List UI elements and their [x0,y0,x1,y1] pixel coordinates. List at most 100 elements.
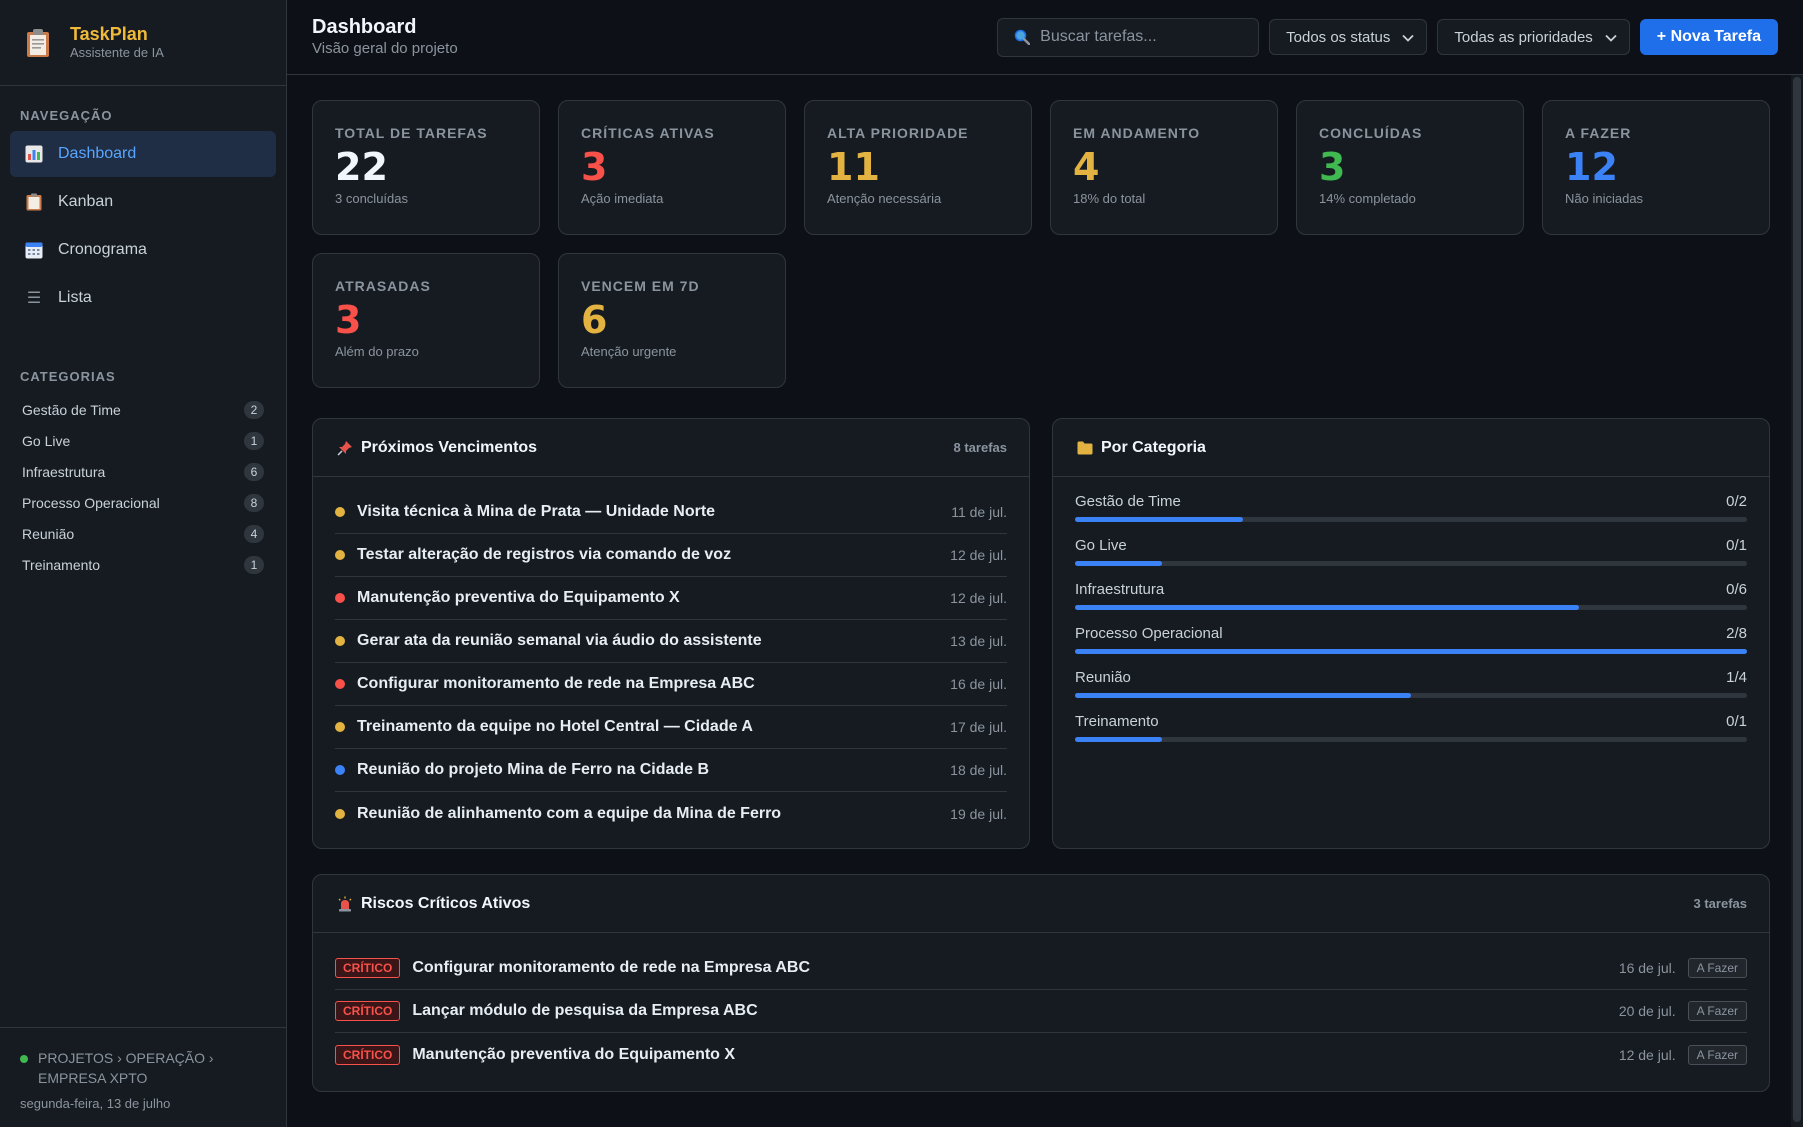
sidebar-footer: PROJETOS › OPERAÇÃO › EMPRESA XPTO segun… [0,1027,286,1127]
progress-track [1075,737,1747,742]
task-title: Configurar monitoramento de rede na Empr… [357,675,755,692]
category-label: Reunião [22,525,75,542]
category-item[interactable]: Reunião 4 [22,518,264,549]
progress-fill [1075,737,1163,742]
top-controls: Todos os status Todas as prioridades + N… [997,17,1778,57]
search-box [997,17,1260,57]
progress-track [1075,605,1747,610]
priority-dot-icon [335,593,345,603]
task-title: Manutenção preventiva do Equipamento X [357,589,680,606]
stat-card-due-7d: VENCEM EM 7D 6 Atenção urgente [558,253,786,388]
list-item[interactable]: Treinamento da equipe no Hotel Central —… [335,706,1007,749]
list-item[interactable]: Manutenção preventiva do Equipamento X 12… [335,577,1007,620]
status-filter-select[interactable]: Todos os status [1269,19,1428,55]
category-progress-count: 0/6 [1726,581,1747,598]
upcoming-list: Visita técnica à Mina de Prata — Unidade… [313,477,1029,835]
category-label: Go Live [22,432,71,449]
priority-filter-select[interactable]: Todas as prioridades [1437,19,1630,55]
priority-dot-icon [335,507,345,517]
scrollbar[interactable] [1791,75,1803,1127]
category-progress-row: Gestão de Time 0/2 [1075,493,1747,537]
category-progress-count: 0/2 [1726,493,1747,510]
category-count-badge: 1 [244,431,264,450]
search-input[interactable] [1040,28,1243,46]
priority-dot-icon [335,808,345,819]
critical-badge: CRÍTICO [335,1044,401,1065]
stat-card-done: CONCLUÍDAS 3 14% completado [1296,100,1524,235]
task-date: 20 de jul. [1618,1003,1676,1019]
critical-risks-panel: Riscos Críticos Ativos 3 tarefas CRÍTICO… [312,874,1770,1092]
stat-value: 3 [1319,145,1346,189]
category-progress-row: Processo Operacional 2/8 [1075,625,1747,669]
calendar-icon [24,240,44,260]
progress-track [1075,693,1747,698]
list-item[interactable]: CRÍTICO Lançar módulo de pesquisa da Empr… [335,990,1747,1033]
progress-fill [1075,605,1579,610]
progress-fill [1075,693,1411,698]
category-item[interactable]: Processo Operacional 8 [22,487,264,518]
panel-header: Por Categoria [1053,419,1769,477]
list-item[interactable]: Visita técnica à Mina de Prata — Unidade… [335,491,1007,534]
category-item[interactable]: Infraestrutura 6 [22,456,264,487]
list-item[interactable]: Gerar ata da reunião semanal via áudio d… [335,620,1007,663]
category-label: Infraestrutura [22,463,106,480]
category-label: Gestão de Time [22,401,121,418]
sidebar-item-label: Lista [58,289,92,306]
brand-title: TaskPlan [70,23,148,44]
category-item[interactable]: Gestão de Time 2 [22,394,264,425]
page-subtitle: Visão geral do projeto [312,40,458,57]
panel-title: Próximos Vencimentos [337,439,537,457]
category-item[interactable]: Go Live 1 [22,425,264,456]
sidebar-item-dashboard[interactable]: Dashboard [10,131,276,177]
list-item[interactable]: Reunião do projeto Mina de Ferro na Cida… [335,749,1007,792]
category-panel: Por Categoria Gestão de Time 0/2 Go Live 0… [1052,418,1770,849]
panel-title-text: Riscos Críticos Ativos [361,894,531,912]
categories-section: CATEGORIAS Gestão de Time 2 Go Live 1 Infr… [0,323,286,580]
stat-card-total: TOTAL DE TAREFAS 22 3 concluídas [312,100,540,235]
category-bars: Gestão de Time 0/2 Go Live 0/1 Infraestrut… [1053,477,1769,757]
stat-note: Não iniciadas [1565,191,1644,206]
list-item[interactable]: Reunião de alinhamento com a equipe da M… [335,792,1007,835]
priority-dot-icon [335,722,345,732]
nav-section: NAVEGAÇÃO Dashboard Kanban [0,86,286,323]
stat-value: 6 [581,298,608,342]
list-item[interactable]: CRÍTICO Configurar monitoramento de rede … [335,947,1747,990]
sidebar-item-label: Cronograma [58,241,147,258]
task-date: 11 de jul. [951,504,1007,520]
list-item[interactable]: CRÍTICO Manutenção preventiva do Equipame… [335,1033,1747,1076]
stat-label: ALTA PRIORIDADE [827,125,969,141]
category-count-badge: 1 [244,555,264,574]
nav-list: Dashboard Kanban Cronograma ☰ Lista [0,123,286,321]
task-date: 13 de jul. [950,633,1007,649]
sidebar-item-cronograma[interactable]: Cronograma [10,227,276,273]
panel-title-text: Próximos Vencimentos [361,438,538,456]
stat-card-high-priority: ALTA PRIORIDADE 11 Atenção necessária [804,100,1032,235]
new-task-button[interactable]: + Nova Tarefa [1639,19,1778,55]
status-badge: A Fazer [1687,1044,1747,1065]
category-count-badge: 2 [244,400,264,419]
stat-note: Atenção necessária [827,191,942,206]
sidebar-item-lista[interactable]: ☰ Lista [10,275,276,321]
stat-label: TOTAL DE TAREFAS [335,125,488,141]
list-item[interactable]: Testar alteração de registros via comand… [335,534,1007,577]
task-title: Treinamento da equipe no Hotel Central —… [357,718,753,735]
sidebar-item-kanban[interactable]: Kanban [10,179,276,225]
panel-title-text: Por Categoria [1101,438,1206,456]
task-title: Visita técnica à Mina de Prata — Unidade… [357,503,716,520]
stat-value: 4 [1073,145,1100,189]
scrollbar-thumb[interactable] [1793,77,1801,1122]
category-item[interactable]: Treinamento 1 [22,549,264,580]
category-count-badge: 6 [244,462,264,481]
folder-icon [1077,441,1093,455]
brand[interactable]: TaskPlan Assistente de IA [0,0,286,86]
task-date: 16 de jul. [1618,960,1676,976]
panel-header: Riscos Críticos Ativos 3 tarefas [313,875,1769,933]
category-label: Reunião [1075,669,1131,686]
progress-fill [1075,561,1163,566]
list-item[interactable]: Configurar monitoramento de rede na Empr… [335,663,1007,706]
stat-note: Atenção urgente [581,344,677,359]
chevron-down-icon [1605,29,1617,46]
priority-dot-icon [335,550,345,560]
panel-count: 3 tarefas [1693,896,1747,911]
priority-filter-value: Todas as prioridades [1454,28,1593,46]
